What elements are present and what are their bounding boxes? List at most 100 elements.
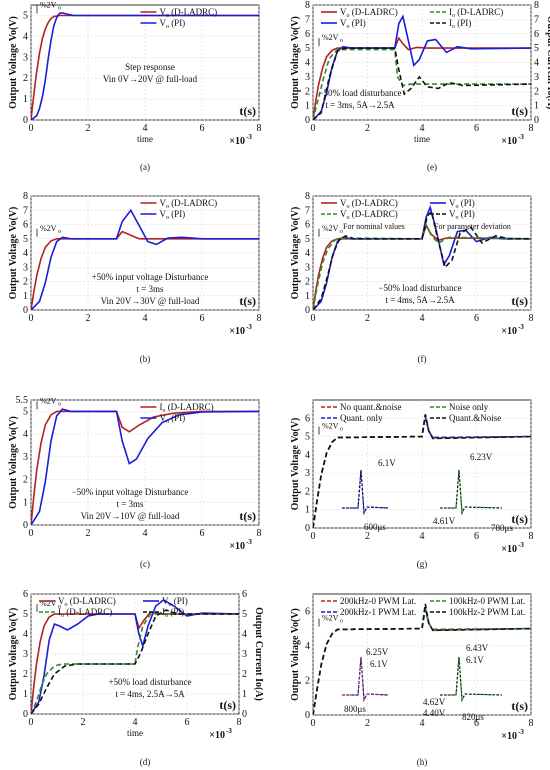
x-exponent-sup: -3	[518, 133, 524, 141]
inset-trace	[440, 469, 503, 515]
x-tick-label: 4	[420, 531, 425, 542]
chart-panel-h: 0 2 4 6 8 0 2 4 6 Output Voltage Vo(V) t(s) ×10 -3 %2…	[290, 593, 534, 767]
y-tick-label: 2	[305, 675, 310, 686]
x-tick-label: 6	[474, 531, 479, 542]
chart-panel-g: 0 2 4 6 8 0 1 2 3 4 5 6 Output Voltage Vo(V) t(s) ×10-…	[290, 399, 534, 569]
legend-entry: No quant.&noise	[340, 402, 402, 412]
x-tick-label: 2	[365, 718, 370, 729]
x-axis-label: time	[414, 134, 430, 144]
legend: Vo (D-LADRC)Vo (PI)	[140, 198, 217, 221]
legend: Io (D-LADRC)Vo (PI)	[140, 402, 214, 425]
annotation-text: t = 3ms, 5A→2.5A	[325, 100, 395, 110]
inset-annotation: 6.1V	[378, 458, 396, 468]
legend-entry: Vo (PI)	[449, 209, 475, 221]
y-tick-label: 3	[23, 52, 28, 63]
x-tick-label: 0	[311, 531, 316, 542]
y-axis-label: Output Voltage Vo(V)	[8, 608, 19, 701]
x-tick-label: 8	[529, 531, 534, 542]
inset-annotation: 4.61V	[433, 516, 456, 526]
y-tick-label: 5	[305, 234, 310, 245]
series-line	[31, 12, 259, 120]
y-tick-label: 2	[23, 475, 28, 486]
x-tick-label: 0	[311, 718, 316, 729]
annotation-text: +50% load disturbance	[108, 677, 191, 687]
y-tick-label: 2	[23, 669, 28, 680]
y2-tick-label: 7	[534, 14, 539, 25]
legend-entry: Vo (D-LADRC)	[58, 596, 116, 608]
y-axis-label: Output Voltage Vo(V)	[290, 16, 301, 109]
y2-tick-label: 1	[242, 689, 247, 700]
inset-annotation: 6.43V	[466, 643, 489, 653]
y-axis-label: Output Voltage Vo(V)	[290, 608, 301, 701]
x-unit-label: t(s)	[511, 104, 528, 118]
inset-trace	[440, 469, 503, 516]
y-axis-label: Output Voltage Vo(V)	[8, 416, 19, 509]
legend: Vo (D-LADRC) Vo (PI)Vo (D-LADRC) Vo (PI)Fo…	[321, 198, 511, 231]
inset-right	[440, 469, 503, 516]
x-tick-label: 6	[185, 717, 190, 728]
band-label-sub: o	[58, 401, 61, 407]
y2-tick-label: 2	[534, 86, 539, 97]
panel-caption: (b)	[140, 354, 151, 364]
legend-entry: Vo (D-LADRC)	[340, 209, 398, 221]
annotation-text: Step response	[125, 62, 175, 72]
y-tick-label: 7	[23, 205, 28, 216]
x-tick-label: 0	[29, 313, 34, 324]
x-tick-label: 2	[86, 528, 91, 539]
x-exponent: ×10	[229, 541, 245, 552]
series-line	[313, 414, 531, 528]
y-tick-label: 1	[23, 689, 28, 700]
x-tick-label: 8	[529, 718, 534, 729]
y-tick-label: 5	[305, 432, 310, 443]
y2-tick-label: 5	[534, 43, 539, 54]
x-exponent-sup: -3	[226, 727, 232, 735]
annotation-text: −50% load disturbance	[378, 283, 461, 293]
y-tick-label: 5	[305, 43, 310, 54]
y-tick-label: 0	[305, 710, 310, 721]
series-line	[313, 603, 531, 715]
y-tick-label: 4	[305, 248, 310, 259]
legend-entry: Io (PI)	[162, 607, 184, 619]
y-axis-label: Output Voltage Vo(V)	[8, 16, 19, 109]
series-line	[31, 230, 259, 310]
x-tick-label: 6	[474, 123, 479, 134]
annotation-text: +50% input voltage Disturbance	[92, 272, 209, 282]
y-tick-label: 8	[305, 0, 310, 11]
inset-annotation: 4.40V	[423, 708, 446, 718]
x-tick-label: 6	[200, 313, 205, 324]
band-label-sub: o	[340, 427, 343, 433]
legend-entry: Vo (D-LADRC)	[340, 7, 398, 19]
y-tick-label: 6	[305, 413, 310, 424]
x-tick-label: 0	[311, 313, 316, 324]
band-label: %2V	[322, 614, 339, 623]
y2-tick-label: 4	[242, 629, 247, 640]
x-tick-label: 8	[257, 313, 262, 324]
legend-entry: Io (D-LADRC)	[159, 402, 213, 414]
x-tick-label: 8	[257, 528, 262, 539]
legend-entry: 100kHz-2 PWM Lat.	[449, 607, 525, 617]
x-tick-label: 4	[143, 123, 148, 134]
y-tick-label: 0	[23, 115, 28, 126]
band-label: %2V	[322, 33, 339, 42]
series-line	[31, 14, 259, 120]
y-tick-label: 0	[23, 305, 28, 316]
y-tick-label: 0	[305, 115, 310, 126]
inset-annotation: 820μs	[462, 712, 484, 722]
annotation-text: t = 3ms	[136, 284, 164, 294]
x-tick-label: 6	[474, 718, 479, 729]
x-exponent: ×10	[501, 544, 517, 555]
series-line	[313, 210, 531, 310]
x-tick-label: 2	[365, 123, 370, 134]
x-tick-label: 0	[311, 123, 316, 134]
annotation-text: t = 3ms	[116, 499, 144, 509]
legend: Vo (D-LADRC)Vo (PI)	[140, 7, 217, 30]
y-tick-label: 6	[305, 29, 310, 40]
annotation-text: −50% load disturbance	[318, 88, 401, 98]
y2-tick-label: 8	[534, 0, 539, 11]
band-label-sub: o	[58, 229, 61, 235]
x-tick-label: 8	[257, 123, 262, 134]
y-tick-label: 4	[23, 248, 28, 259]
y-tick-label: 0	[305, 523, 310, 534]
x-tick-label: 4	[420, 718, 425, 729]
